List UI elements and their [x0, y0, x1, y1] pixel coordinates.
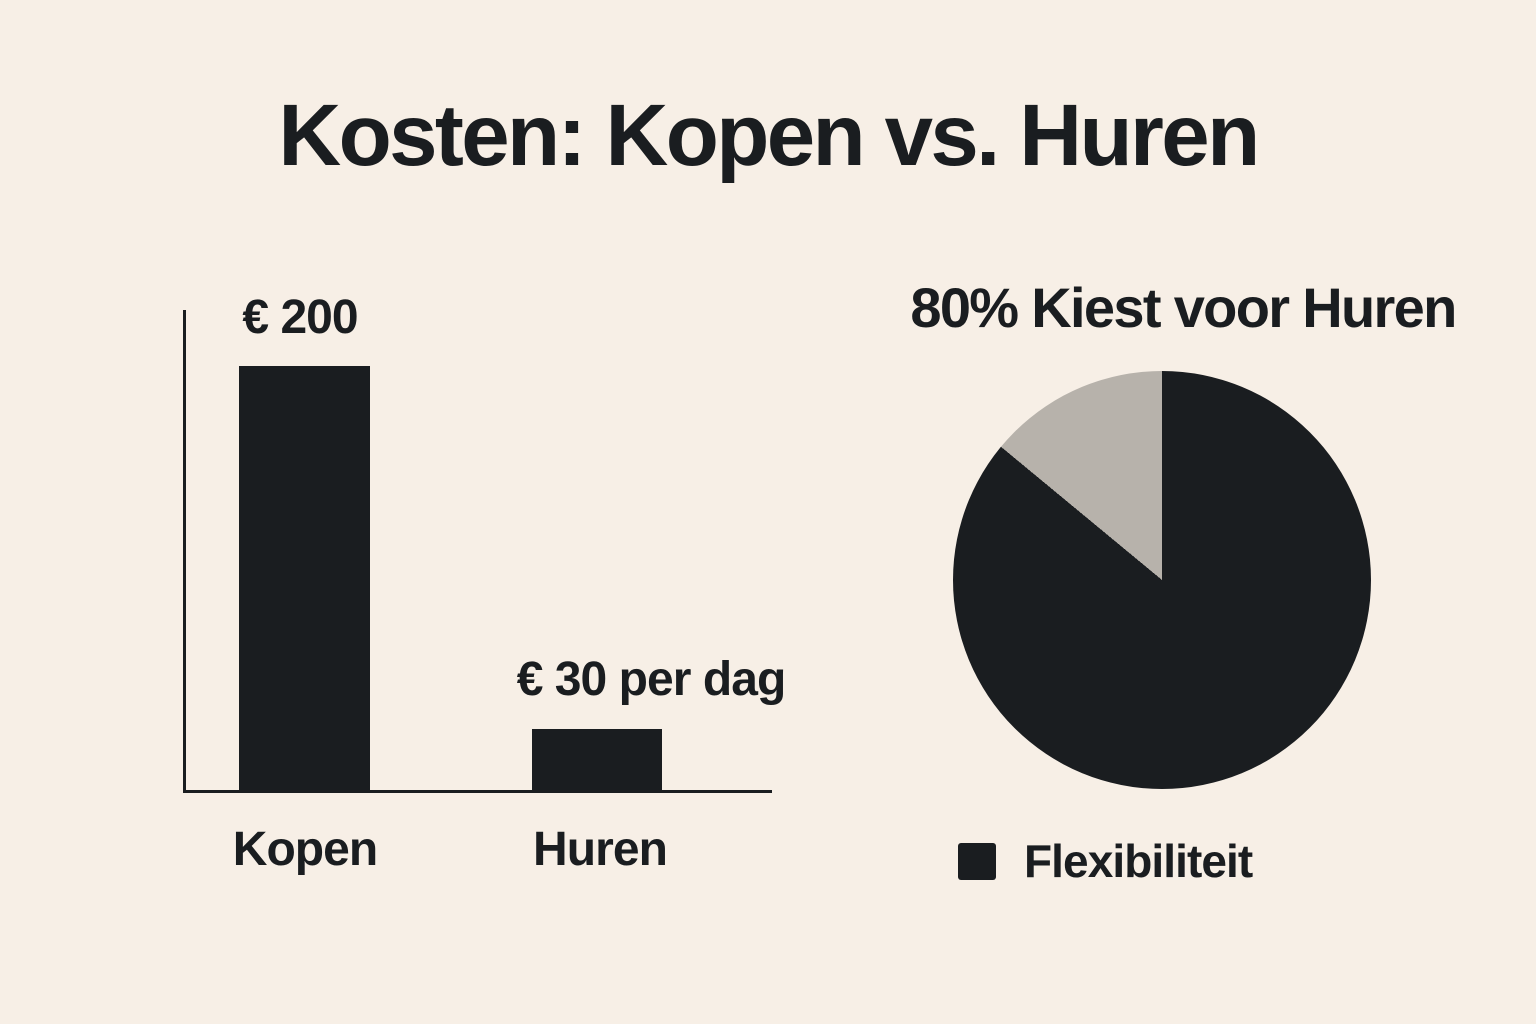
legend-swatch	[958, 842, 996, 880]
pie-section: 80% Kiest voor Huren Flexibiliteit	[800, 0, 1536, 1024]
category-label-huren: Huren	[533, 823, 668, 876]
pie-legend: Flexibiliteit	[958, 835, 1253, 887]
category-label-kopen: Kopen	[232, 823, 378, 876]
bar-chart: € 200 € 30 per dag Kopen Huren	[183, 291, 787, 876]
page-title: Kosten: Kopen vs. Huren	[278, 87, 1260, 184]
pie-title: 80% Kiest voor Huren	[910, 276, 1457, 339]
bar-huren	[532, 729, 662, 793]
legend-label: Flexibiliteit	[1024, 835, 1253, 887]
pie-chart	[953, 371, 1371, 789]
x-axis-line	[183, 790, 772, 793]
bar-kopen	[239, 366, 370, 793]
bar-value-label-kopen: € 200	[242, 291, 358, 344]
y-axis-line	[183, 310, 186, 793]
bar-value-label-huren: € 30 per dag	[516, 653, 787, 706]
